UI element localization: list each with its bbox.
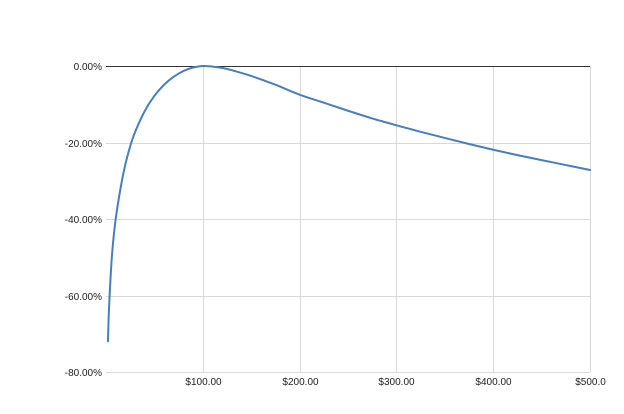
y-tick-label: -60.00% bbox=[65, 292, 102, 303]
y-tick-label: -40.00% bbox=[65, 215, 102, 226]
series-line bbox=[106, 64, 591, 343]
x-tick-label: $400.00 bbox=[475, 377, 512, 388]
x-tick-label: $200.00 bbox=[282, 377, 319, 388]
x-tick-label: $500.0 bbox=[575, 377, 606, 388]
x-tick-label: $100.00 bbox=[185, 377, 222, 388]
y-tick-label: -80.00% bbox=[65, 368, 102, 379]
y-tick-label: 0.00% bbox=[74, 62, 102, 73]
series-layer bbox=[106, 64, 591, 343]
y-tick-label: -20.00% bbox=[65, 139, 102, 150]
x-tick-label: $300.00 bbox=[378, 377, 415, 388]
tick-labels: 0.00% -20.00% -40.00% -60.00% -80.00% $100.00… bbox=[65, 62, 606, 388]
grid bbox=[106, 66, 591, 373]
